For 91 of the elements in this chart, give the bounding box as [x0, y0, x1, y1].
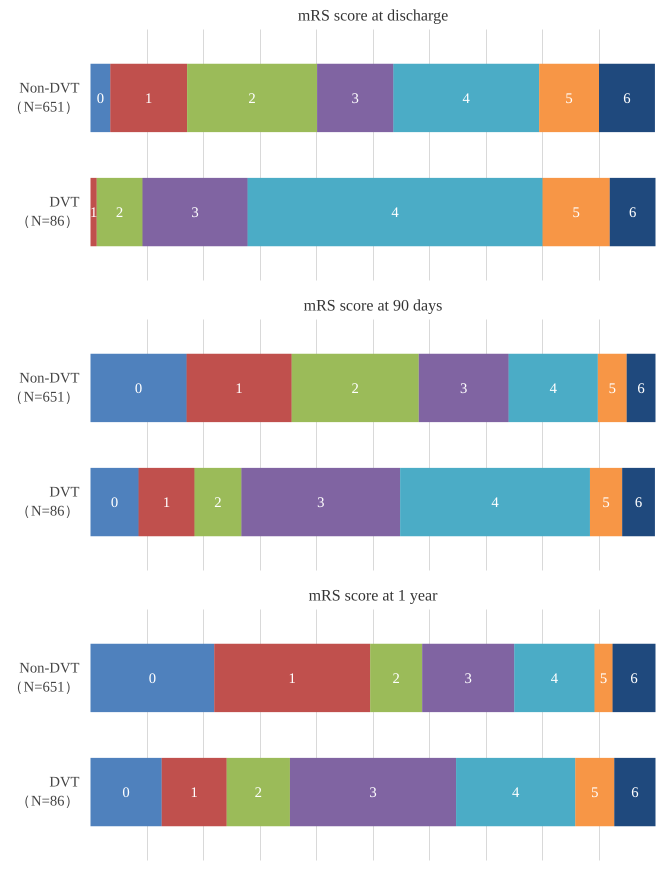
y-tick-label: Non-DVT （N=651）: [8, 660, 80, 696]
bar: [90, 178, 97, 246]
y-tick-label: Non-DVT （N=651）: [8, 370, 80, 406]
bar: [590, 468, 622, 536]
y-tick-label: Non-DVT （N=651）: [8, 80, 80, 116]
text: 0: [134, 380, 142, 397]
bar: [110, 64, 188, 132]
chart-title: mRS score at discharge: [298, 8, 448, 24]
text: 6: [630, 670, 638, 687]
text: 1: [235, 380, 243, 397]
text: 4: [391, 205, 399, 222]
bar: [90, 354, 187, 422]
series-label: 4: [550, 670, 559, 687]
bar: [612, 644, 656, 712]
text: 2: [352, 380, 359, 397]
text: 1: [145, 90, 152, 107]
text: 4: [491, 495, 499, 512]
bar: [90, 644, 214, 712]
text: 3: [317, 495, 324, 512]
series-label: 0: [110, 495, 118, 512]
text: 2: [254, 785, 262, 802]
bar: [422, 644, 514, 712]
series-label: 5: [600, 670, 608, 687]
series-label: 1: [90, 205, 98, 222]
series-label: 6: [631, 785, 639, 802]
series-label: 4: [550, 380, 558, 397]
series-label: 5: [565, 90, 573, 107]
series-label: 5: [608, 380, 616, 397]
bar: [370, 644, 422, 712]
bar: [162, 758, 227, 826]
bar: [90, 468, 139, 536]
bar: [575, 758, 614, 826]
y-tick-label: DVT （N=86）: [16, 194, 80, 230]
text: 5: [591, 785, 598, 802]
text: 3: [369, 785, 377, 802]
series-label: 1: [288, 670, 296, 687]
bar: [186, 354, 292, 422]
series-label: 4: [462, 90, 471, 107]
bar: [142, 178, 248, 246]
bar: [456, 758, 576, 826]
bar: [138, 468, 194, 536]
bar: [194, 468, 242, 536]
bar: [400, 468, 590, 536]
bar: [290, 758, 456, 826]
text: 6: [623, 90, 631, 107]
text: 3: [191, 205, 199, 222]
bar: [90, 758, 162, 826]
bar: [542, 178, 610, 246]
bar: [214, 644, 370, 712]
text: 0: [122, 785, 130, 802]
bar: [614, 758, 656, 826]
chart-title: mRS score at 1 year: [308, 588, 438, 604]
bar: [248, 178, 542, 246]
bar: [241, 468, 400, 536]
series-label: 6: [637, 380, 645, 397]
series-label: 0: [148, 670, 156, 687]
y-tick-label: DVT （N=86）: [16, 774, 80, 810]
bar: [393, 64, 540, 132]
bar: [598, 354, 627, 422]
text: 1: [190, 785, 198, 802]
bar: [514, 644, 594, 712]
text: 5: [572, 205, 580, 222]
bar: [594, 644, 613, 712]
bar: [508, 354, 598, 422]
series-label: 3: [352, 90, 359, 107]
chart-title: mRS score at 90 days: [304, 298, 442, 314]
bar: [90, 64, 110, 132]
series-label: 6: [628, 205, 636, 222]
text: 5: [602, 495, 610, 512]
bar: [96, 178, 142, 246]
series-label: 0: [96, 90, 104, 107]
bar: [418, 354, 509, 422]
text: 6: [634, 495, 642, 512]
series-label: 2: [214, 495, 222, 512]
text: 4: [512, 785, 520, 802]
series-label: 2: [116, 205, 124, 222]
bar: [626, 354, 656, 422]
bar: [610, 178, 656, 246]
y-tick-label: DVT （N=86）: [16, 484, 80, 520]
series-label: 1: [162, 495, 170, 512]
text: 2: [248, 90, 256, 107]
series-label: 2: [392, 670, 400, 687]
bar: [622, 468, 655, 536]
series-label: 3: [460, 380, 468, 397]
bar: [599, 64, 655, 132]
bar: [187, 64, 318, 132]
bar: [539, 64, 599, 132]
bar: [226, 758, 290, 826]
bar: [292, 354, 419, 422]
series-label: 3: [464, 670, 472, 687]
bar: [317, 64, 394, 132]
